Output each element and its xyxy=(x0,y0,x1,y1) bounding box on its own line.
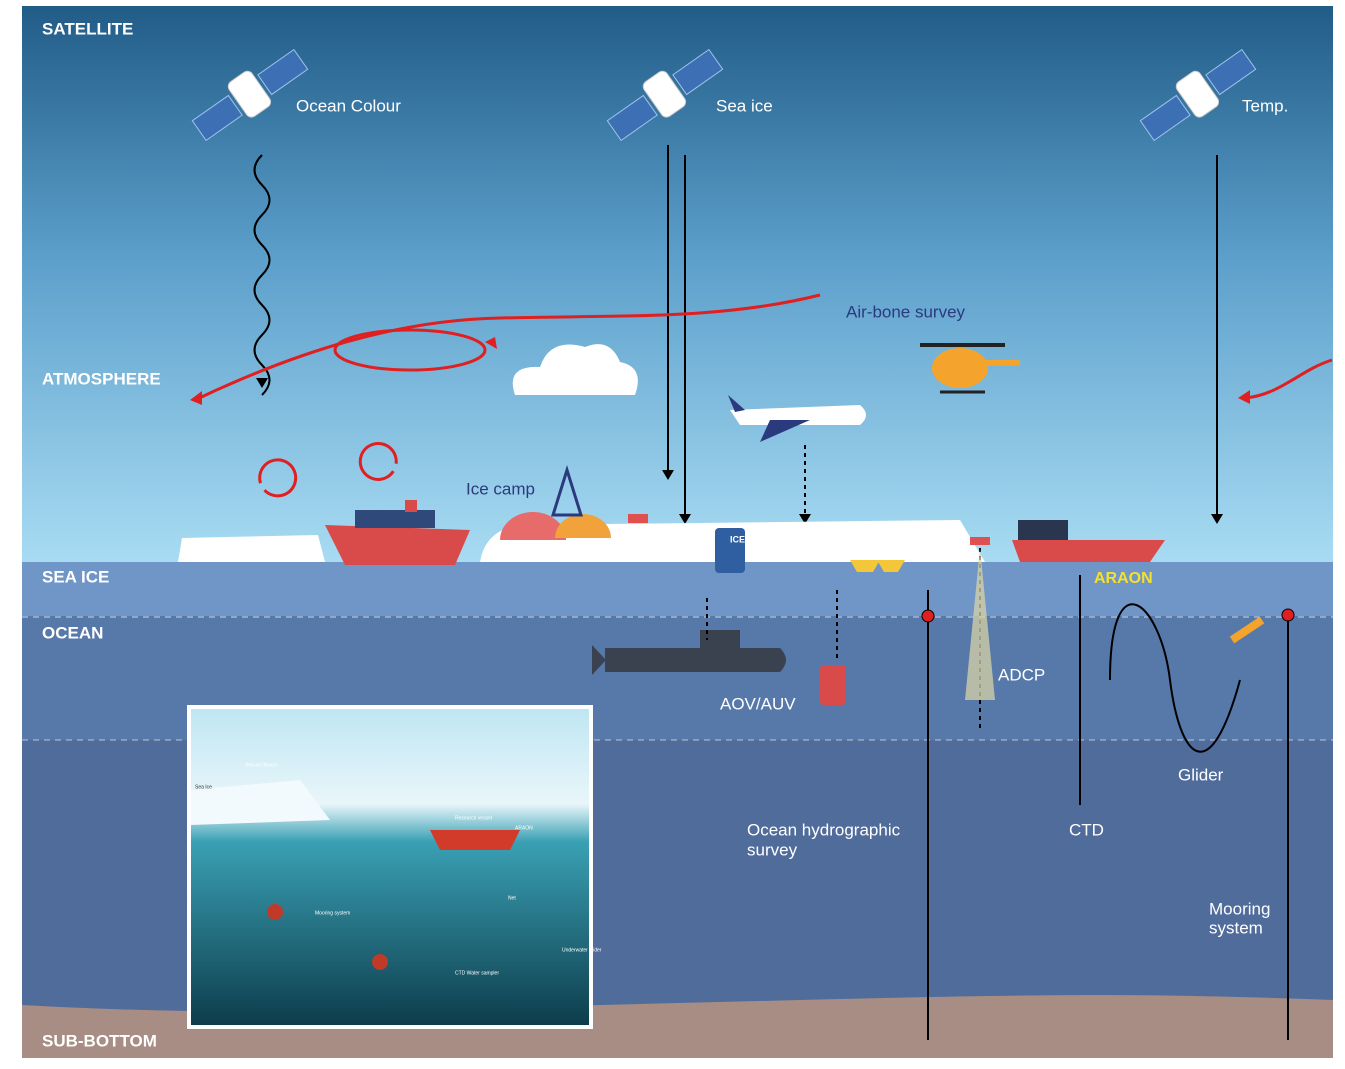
instrument-label: system xyxy=(1209,918,1263,937)
instrument-label: CTD xyxy=(1069,820,1104,839)
mooring-floats xyxy=(921,608,1295,623)
instrument-label: AOV/AUV xyxy=(720,694,796,713)
buoy-label: ICEX xyxy=(730,534,751,544)
buoy xyxy=(715,528,745,573)
instrument-label: Mooring xyxy=(1209,899,1270,918)
red-arrowheads xyxy=(190,337,1250,405)
glider-path xyxy=(1109,603,1241,753)
satellites xyxy=(191,48,1257,142)
araon-ship xyxy=(1012,520,1165,562)
ice-camp-label: Ice camp xyxy=(466,479,535,498)
satellite-label: Sea ice xyxy=(716,96,773,115)
helicopter xyxy=(920,343,1020,394)
inset-label: Underwater glider xyxy=(562,947,602,953)
instrument-label: ADCP xyxy=(998,665,1045,684)
layer-label: ATMOSPHERE xyxy=(42,369,161,388)
submarine xyxy=(592,630,786,675)
ice-camp xyxy=(500,464,648,540)
layer-label: SUB-BOTTOM xyxy=(42,1031,157,1050)
glider xyxy=(1229,616,1265,644)
auv-buoy xyxy=(820,665,846,705)
layer-label: OCEAN xyxy=(42,623,103,642)
satellite-label: Temp. xyxy=(1242,96,1288,115)
inset-image: Sea-ice Buoys Sea Ice Research vessel AR… xyxy=(187,705,602,1029)
instrument-label: Ocean hydrographic xyxy=(747,820,901,839)
air-currents xyxy=(194,293,1333,498)
inset-label: ARAON xyxy=(515,825,533,831)
boats xyxy=(850,560,905,572)
signals xyxy=(253,145,1218,520)
cloud xyxy=(512,344,638,395)
adcp-device xyxy=(970,537,990,545)
layer-label: SEA ICE xyxy=(42,567,109,586)
airborne-label: Air-bone survey xyxy=(846,302,966,321)
instrument-label: Glider xyxy=(1178,765,1224,784)
inset-label: Sea-ice Buoys xyxy=(245,762,278,768)
adcp-beam xyxy=(965,548,995,700)
moorings xyxy=(927,575,1289,1040)
inset-label: Research vessel xyxy=(455,815,492,821)
inset-label: Sea Ice xyxy=(195,784,212,790)
satellite-label: Ocean Colour xyxy=(296,96,401,115)
icebreaker-ship xyxy=(325,500,470,565)
inset-label: Mooring system xyxy=(315,910,350,916)
vessel-label: ARAON xyxy=(1094,570,1153,587)
inset-label: Net xyxy=(508,895,516,901)
layer-label: SATELLITE xyxy=(42,19,133,38)
instrument-label: survey xyxy=(747,840,798,859)
inset-label: CTD Water sampler xyxy=(455,970,499,976)
arrowheads xyxy=(256,378,1223,524)
airplane xyxy=(728,395,866,442)
